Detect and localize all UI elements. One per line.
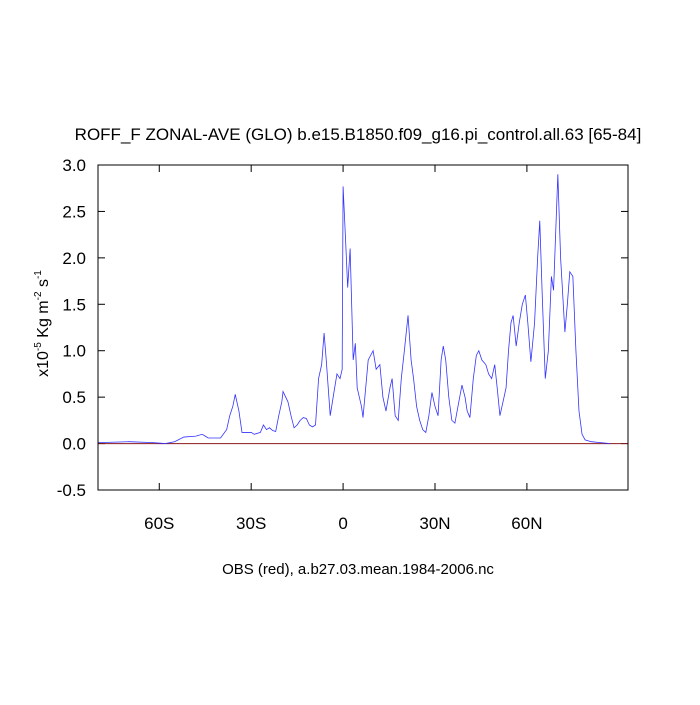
y-axis-label: x10-5 Kg m-2 s-1	[33, 270, 52, 377]
y-tick-label: 2.0	[62, 249, 86, 268]
x-tick-label: 60S	[144, 514, 174, 533]
y-tick-label: 0.0	[62, 435, 86, 454]
y-tick-label: 0.5	[62, 388, 86, 407]
label-part: s	[35, 279, 52, 291]
y-tick-label: -0.5	[57, 481, 86, 500]
x-tick-label: 60N	[511, 514, 542, 533]
y-tick-label: 1.5	[62, 295, 86, 314]
superscript: -2	[33, 291, 44, 300]
y-tick-label: 3.0	[62, 156, 86, 175]
x-tick-label: 30N	[419, 514, 450, 533]
chart-title: ROFF_F ZONAL-AVE (GLO) b.e15.B1850.f09_g…	[75, 125, 642, 144]
y-tick-label: 1.0	[62, 342, 86, 361]
superscript: -1	[33, 270, 44, 279]
x-axis-label: OBS (red), a.b27.03.mean.1984-2006.nc	[222, 561, 494, 578]
plot-frame	[97, 164, 629, 491]
superscript: -5	[33, 342, 44, 351]
x-tick-label: 0	[338, 514, 347, 533]
label-part: Kg m	[35, 300, 52, 342]
label-part: x10	[35, 351, 52, 377]
y-tick-label: 2.5	[62, 202, 86, 221]
data-line	[97, 174, 610, 444]
x-tick-label: 30S	[236, 514, 266, 533]
